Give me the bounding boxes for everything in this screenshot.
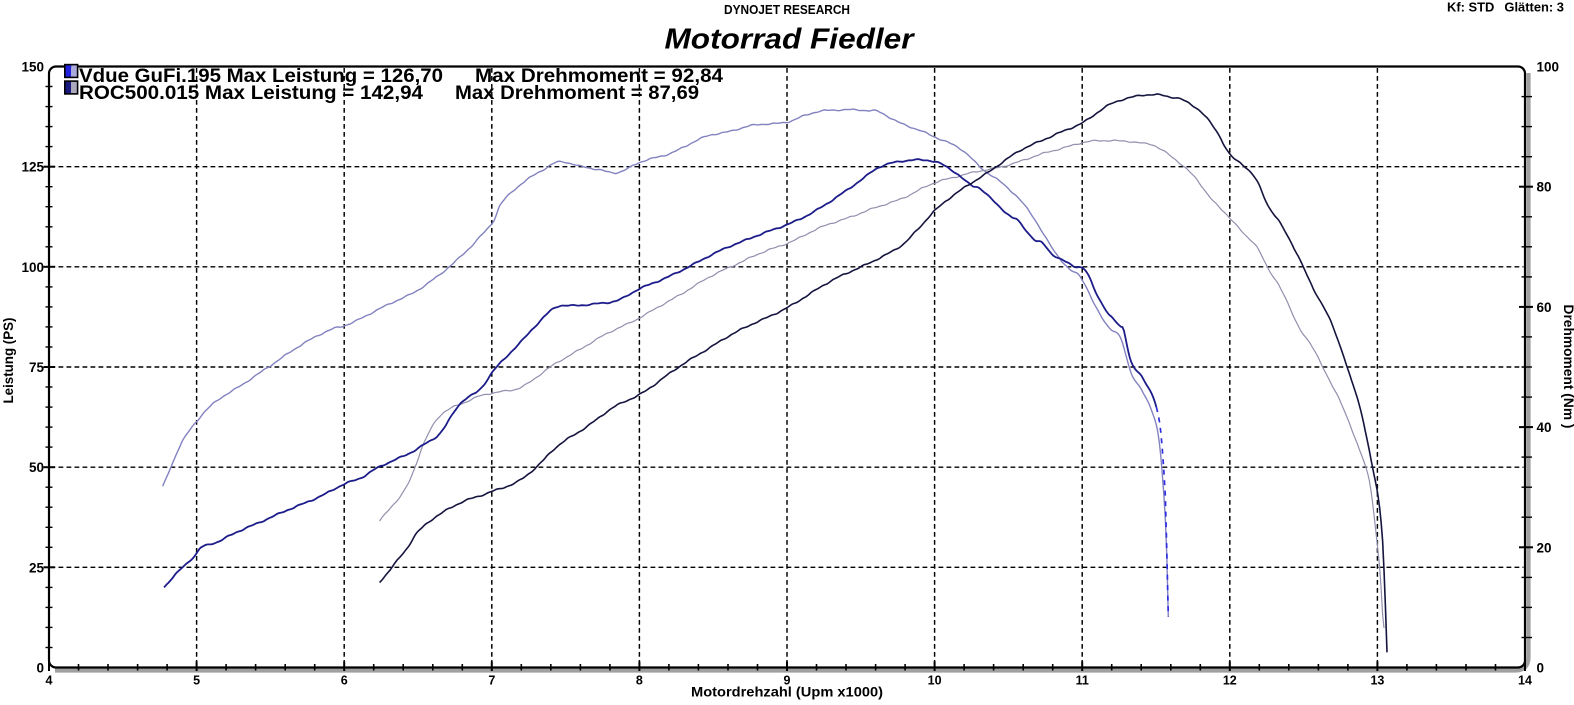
svg-text:Motorrad Fiedler: Motorrad Fiedler bbox=[665, 24, 916, 56]
svg-text:20: 20 bbox=[1537, 540, 1552, 555]
svg-text:Motordrehzahl (Upm x1000): Motordrehzahl (Upm x1000) bbox=[691, 685, 883, 700]
svg-text:60: 60 bbox=[1537, 300, 1552, 315]
svg-text:Kf: STD Glätten: 3: Kf: STD Glätten: 3 bbox=[1447, 0, 1564, 15]
svg-text:4: 4 bbox=[46, 674, 53, 688]
svg-text:0: 0 bbox=[36, 661, 44, 676]
svg-text:11: 11 bbox=[1076, 674, 1089, 688]
svg-text:100: 100 bbox=[21, 260, 44, 275]
svg-text:7: 7 bbox=[488, 674, 495, 688]
svg-text:25: 25 bbox=[29, 560, 45, 575]
svg-text:125: 125 bbox=[21, 160, 44, 175]
svg-text:10: 10 bbox=[928, 674, 942, 688]
svg-text:0: 0 bbox=[1537, 661, 1545, 676]
svg-text:9: 9 bbox=[784, 674, 791, 688]
svg-text:40: 40 bbox=[1537, 420, 1552, 435]
svg-text:ROC500.015 Max Leistung = 142,: ROC500.015 Max Leistung = 142,94 bbox=[79, 83, 423, 104]
svg-text:14: 14 bbox=[1518, 674, 1532, 688]
svg-text:5: 5 bbox=[193, 674, 200, 688]
svg-text:Max Drehmoment = 87,69: Max Drehmoment = 87,69 bbox=[455, 83, 699, 104]
svg-text:Max Drehmoment = 92,84: Max Drehmoment = 92,84 bbox=[475, 66, 723, 87]
svg-text:DYNOJET RESEARCH: DYNOJET RESEARCH bbox=[724, 2, 850, 17]
svg-text:50: 50 bbox=[29, 460, 44, 475]
svg-text:150: 150 bbox=[21, 60, 44, 75]
svg-text:13: 13 bbox=[1370, 674, 1384, 688]
svg-text:8: 8 bbox=[636, 674, 643, 688]
svg-text:Leistung (PS): Leistung (PS) bbox=[1, 318, 16, 404]
svg-text:75: 75 bbox=[29, 360, 45, 375]
svg-text:100: 100 bbox=[1537, 60, 1560, 75]
svg-text:6: 6 bbox=[341, 674, 348, 688]
svg-text:80: 80 bbox=[1537, 180, 1552, 195]
svg-text:Vdue GuFi.195 Max Leistung = 1: Vdue GuFi.195 Max Leistung = 126,70 bbox=[79, 66, 443, 87]
svg-text:Drehmoment (Nm ): Drehmoment (Nm ) bbox=[1561, 305, 1574, 429]
svg-text:12: 12 bbox=[1223, 674, 1237, 688]
